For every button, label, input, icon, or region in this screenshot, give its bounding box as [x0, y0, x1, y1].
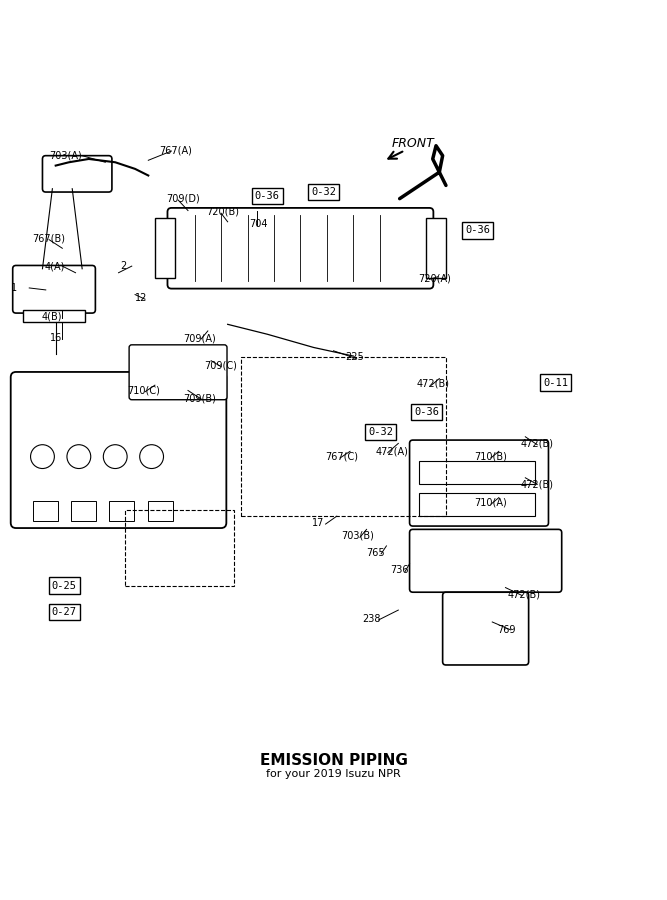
Text: 736: 736	[390, 565, 408, 575]
Text: 0-36: 0-36	[255, 191, 280, 201]
Text: 0-36: 0-36	[465, 225, 490, 236]
Circle shape	[139, 445, 163, 469]
FancyBboxPatch shape	[11, 372, 226, 528]
Text: 767(A): 767(A)	[159, 146, 192, 156]
Text: 710(C): 710(C)	[127, 385, 160, 395]
Text: EMISSION PIPING: EMISSION PIPING	[259, 753, 408, 769]
Bar	[241, 357, 446, 516]
Text: 12: 12	[135, 292, 147, 303]
Text: 472(B): 472(B)	[521, 438, 554, 448]
Text: 225: 225	[346, 353, 364, 363]
Text: 765: 765	[366, 547, 385, 557]
Text: 472(A): 472(A)	[375, 446, 408, 456]
Bar	[155, 219, 175, 278]
Bar	[109, 501, 135, 521]
Bar	[125, 509, 234, 586]
Text: 709(C): 709(C)	[205, 360, 237, 370]
Text: 472(B): 472(B)	[521, 480, 554, 490]
FancyBboxPatch shape	[43, 156, 112, 192]
Text: 0-32: 0-32	[368, 428, 393, 437]
FancyBboxPatch shape	[443, 592, 529, 665]
Text: 0-25: 0-25	[52, 580, 77, 590]
Text: 0-36: 0-36	[414, 407, 440, 417]
Text: 709(B): 709(B)	[183, 393, 215, 403]
Text: 720(B): 720(B)	[207, 207, 239, 217]
Text: FRONT: FRONT	[392, 138, 434, 150]
Text: 0-32: 0-32	[311, 187, 336, 197]
Text: 472(B): 472(B)	[416, 379, 449, 389]
Text: 767(B): 767(B)	[33, 233, 65, 243]
Circle shape	[31, 445, 55, 469]
Text: 710(A): 710(A)	[474, 498, 507, 508]
Bar	[147, 501, 173, 521]
FancyBboxPatch shape	[167, 208, 434, 289]
FancyBboxPatch shape	[410, 529, 562, 592]
Text: 0-27: 0-27	[52, 608, 77, 617]
Text: 710(B): 710(B)	[474, 452, 508, 462]
FancyBboxPatch shape	[13, 266, 95, 313]
Text: 767(C): 767(C)	[325, 452, 358, 462]
Bar	[420, 461, 535, 484]
Text: 720(A): 720(A)	[418, 273, 451, 283]
Bar	[23, 310, 85, 322]
Bar	[33, 501, 57, 521]
Text: 1: 1	[11, 283, 17, 293]
Bar	[71, 501, 96, 521]
Text: 17: 17	[311, 518, 324, 527]
Text: 4(B): 4(B)	[41, 311, 61, 321]
Text: 472(B): 472(B)	[508, 590, 540, 599]
Circle shape	[103, 445, 127, 469]
FancyBboxPatch shape	[410, 440, 548, 526]
Text: 703(A): 703(A)	[49, 150, 82, 161]
Text: 709(D): 709(D)	[166, 194, 200, 203]
Text: 769: 769	[498, 625, 516, 634]
Text: 709(A): 709(A)	[183, 334, 215, 344]
Text: for your 2019 Isuzu NPR: for your 2019 Isuzu NPR	[266, 770, 401, 779]
Text: 704: 704	[249, 219, 268, 229]
Text: 0-11: 0-11	[543, 377, 568, 388]
Bar	[420, 493, 535, 516]
Text: 703(B): 703(B)	[342, 531, 374, 541]
Bar	[426, 219, 446, 278]
FancyBboxPatch shape	[129, 345, 227, 400]
Text: 2: 2	[121, 261, 127, 271]
Text: 238: 238	[362, 614, 380, 624]
Text: 16: 16	[51, 333, 63, 343]
Text: 4(A): 4(A)	[45, 261, 65, 271]
Circle shape	[67, 445, 91, 469]
